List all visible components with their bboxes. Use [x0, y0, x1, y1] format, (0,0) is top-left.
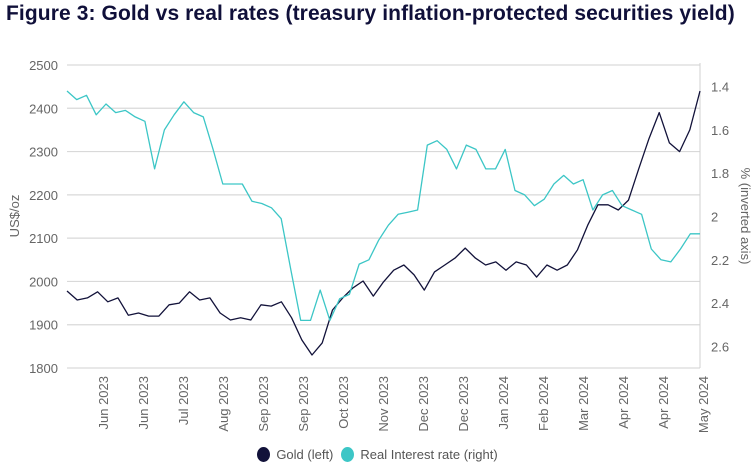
- x-tick-label: Apr 2024: [616, 376, 631, 429]
- y-tick-left: 2500: [29, 58, 58, 73]
- x-tick-label: Sep 2023: [256, 376, 271, 432]
- x-tick-label: Sep 2023: [296, 376, 311, 432]
- y-tick-right: 2.4: [711, 296, 729, 311]
- x-tick-label: Jun 2023: [136, 376, 151, 430]
- y-tick-right: 1.6: [711, 123, 729, 138]
- x-tick-label: Oct 2023: [336, 376, 351, 429]
- legend-item-real-rate[interactable]: Real Interest rate (right): [341, 447, 498, 462]
- x-tick-label: Jun 2023: [96, 376, 111, 430]
- legend-swatch-gold: [257, 447, 271, 462]
- y-tick-left: 2200: [29, 188, 58, 203]
- x-tick-label: Dec 2023: [416, 376, 431, 432]
- y-tick-left: 2100: [29, 231, 58, 246]
- x-tick-label: Jul 2023: [176, 376, 191, 425]
- x-tick-label: May 2024: [696, 376, 711, 433]
- series-line-real-rate: [66, 90, 700, 322]
- x-tick-label: Feb 2024: [536, 376, 551, 431]
- x-tick-label: Jan 2024: [496, 376, 511, 430]
- y-tick-left: 1800: [29, 361, 58, 376]
- x-tick-label: Dec 2023: [456, 376, 471, 432]
- y-tick-right: 2.2: [711, 253, 729, 268]
- x-tick-label: Aug 2023: [216, 376, 231, 432]
- y-tick-right: 2.6: [711, 339, 729, 354]
- y-tick-right: 1.4: [711, 80, 729, 95]
- legend-swatch-real-rate: [341, 447, 355, 462]
- y-tick-right: 1.8: [711, 166, 729, 181]
- y-axis-label-left: US$/oz: [7, 195, 22, 238]
- y-tick-left: 2000: [29, 274, 58, 289]
- y-tick-left: 2300: [29, 145, 58, 160]
- chart-title: Figure 3: Gold vs real rates (treasury i…: [6, 2, 735, 25]
- y-tick-left: 2400: [29, 101, 58, 116]
- x-tick-label: Mar 2024: [576, 376, 591, 431]
- y-tick-right: 2: [711, 210, 718, 225]
- y-tick-left: 1900: [29, 318, 58, 333]
- x-tick-label: Nov 2023: [376, 376, 391, 432]
- series-line-gold: [66, 90, 701, 356]
- x-tick-label: Apr 2024: [656, 376, 671, 429]
- legend-label-gold: Gold (left): [276, 447, 334, 462]
- legend-label-real-rate: Real Interest rate (right): [360, 447, 498, 462]
- y-axis-label-right: % (inverted axis): [738, 168, 753, 265]
- legend-item-gold[interactable]: Gold (left): [257, 447, 333, 462]
- legend: Gold (left) Real Interest rate (right): [0, 447, 755, 462]
